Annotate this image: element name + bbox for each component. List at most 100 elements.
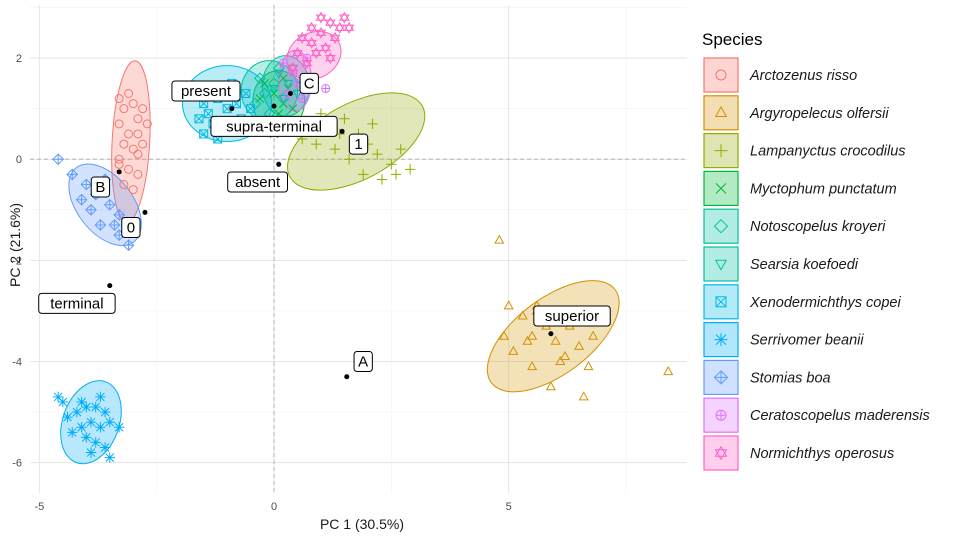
point-searsia-koefoedi [278, 95, 289, 105]
point-normichthys-operosus [306, 36, 317, 49]
point-arctozenus-risso [114, 94, 124, 104]
point-stomias-boa [85, 203, 97, 216]
point-searsia-koefoedi [292, 89, 303, 100]
point-argyropelecus-olfersii [503, 300, 514, 310]
point-stomias-boa [80, 178, 93, 191]
centroid-label-box [210, 115, 338, 137]
point-normichthys-operosus [334, 21, 345, 34]
point-lampanyctus-crocodilus [343, 154, 355, 165]
point-argyropelecus-olfersii [559, 350, 571, 360]
point-serrivomer-beanii [67, 427, 78, 438]
point-arctozenus-risso [138, 104, 148, 114]
point-lampanyctus-crocodilus [339, 113, 350, 124]
centroid-dot [344, 374, 350, 380]
x-tick-label: 0 [271, 501, 277, 513]
point-ceratoscopelus-maderensis [321, 83, 331, 93]
centroid-dot [107, 283, 113, 289]
point-stomias-boa [52, 153, 65, 166]
point-myctophum-punctatum [255, 94, 265, 103]
centroid-label-text: A [358, 354, 368, 371]
point-serrivomer-beanii [81, 432, 92, 443]
legend-label: Myctophum punctatum [750, 181, 897, 197]
y-tick-label: -6 [12, 458, 22, 470]
legend-label: Xenodermichthys copei [749, 295, 901, 311]
zero-reference-lines [30, 5, 687, 493]
point-argyropelecus-olfersii [522, 335, 533, 345]
point-argyropelecus-olfersii [663, 365, 674, 376]
point-normichthys-operosus [329, 31, 341, 44]
point-serrivomer-beanii [85, 417, 97, 428]
point-arctozenus-risso [128, 99, 138, 109]
legend-key-symbol [715, 69, 727, 81]
grid-lines [30, 5, 687, 493]
x-axis-title: PC 1 (30.5%) [320, 516, 404, 532]
point-serrivomer-beanii [71, 406, 83, 418]
point-stomias-boa [75, 193, 88, 206]
point-arctozenus-risso [114, 154, 124, 164]
legend-label: Notoscopelus kroyeri [750, 219, 886, 235]
point-serrivomer-beanii [104, 452, 115, 463]
centroid-label-text: B [95, 179, 105, 196]
point-stomias-boa [103, 198, 116, 211]
point-stomias-boa [122, 239, 135, 252]
point-serrivomer-beanii [52, 391, 64, 403]
point-lampanyctus-crocodilus [329, 143, 341, 155]
centroid-label-box [227, 171, 289, 193]
point-normichthys-operosus [296, 31, 308, 44]
point-arctozenus-risso [114, 119, 124, 129]
point-stomias-boa [108, 219, 121, 231]
centroid-dot [287, 90, 293, 96]
legend-label: Stomias boa [750, 370, 831, 386]
centroid-label-text: 0 [127, 220, 135, 237]
legend-key [703, 397, 739, 433]
point-normichthys-operosus [325, 16, 336, 29]
point-serrivomer-beanii [85, 447, 97, 458]
point-arctozenus-risso [133, 169, 143, 179]
axis-ticks: -5 0 5 -6 -4 -2 0 2 [12, 53, 512, 513]
centroid-label-box [121, 217, 141, 239]
point-lampanyctus-crocodilus [311, 138, 322, 150]
centroid-dot [116, 169, 122, 175]
legend-key-symbol [713, 218, 729, 234]
point-stomias-boa [94, 219, 107, 231]
point-normichthys-operosus [315, 26, 327, 39]
point-searsia-koefoedi [283, 79, 294, 90]
legend-key [703, 246, 739, 282]
legend-label: Normichthys operosus [750, 446, 894, 462]
point-serrivomer-beanii [81, 401, 92, 413]
point-lampanyctus-crocodilus [376, 174, 388, 185]
point-searsia-koefoedi [273, 69, 284, 79]
legend-key-symbol [713, 370, 729, 385]
point-arctozenus-risso [119, 139, 129, 149]
legend-key-symbol [714, 106, 728, 118]
legend-key [703, 57, 739, 93]
legend-label: Lampanyctus crocodilus [750, 144, 906, 160]
legend-key-symbol [715, 183, 727, 194]
centroid-dot [339, 128, 345, 134]
point-serrivomer-beanii [76, 396, 87, 408]
legend-key [703, 208, 739, 244]
centroid-label-text: absent [235, 174, 281, 191]
legend-label: Arctozenus risso [749, 68, 857, 84]
point-serrivomer-beanii [90, 401, 101, 413]
centroid-labels: present supra-terminal C 1 absent B 0 terminal s… [38, 72, 611, 380]
y-tick-label: -4 [12, 357, 22, 369]
point-ceratoscopelus-maderensis [278, 58, 288, 68]
centroid-dot [276, 161, 282, 167]
point-stomias-boa [66, 168, 79, 181]
centroid-label-text: 1 [354, 136, 362, 153]
y-tick-label: 0 [16, 154, 22, 166]
point-serrivomer-beanii [90, 437, 101, 448]
legend-key [703, 133, 739, 169]
point-xenodermichthys-copei [246, 104, 256, 114]
point-arctozenus-risso [128, 144, 138, 154]
point-notoscopelus-kroyeri [254, 72, 266, 85]
point-xenodermichthys-copei [194, 114, 204, 124]
legend-key-symbol [714, 259, 728, 271]
point-lampanyctus-crocodilus [386, 159, 397, 170]
centroid-label-box [299, 72, 319, 94]
point-lampanyctus-crocodilus [404, 164, 416, 175]
point-normichthys-operosus [315, 11, 327, 24]
centroid-label-text: supra-terminal [226, 118, 322, 135]
